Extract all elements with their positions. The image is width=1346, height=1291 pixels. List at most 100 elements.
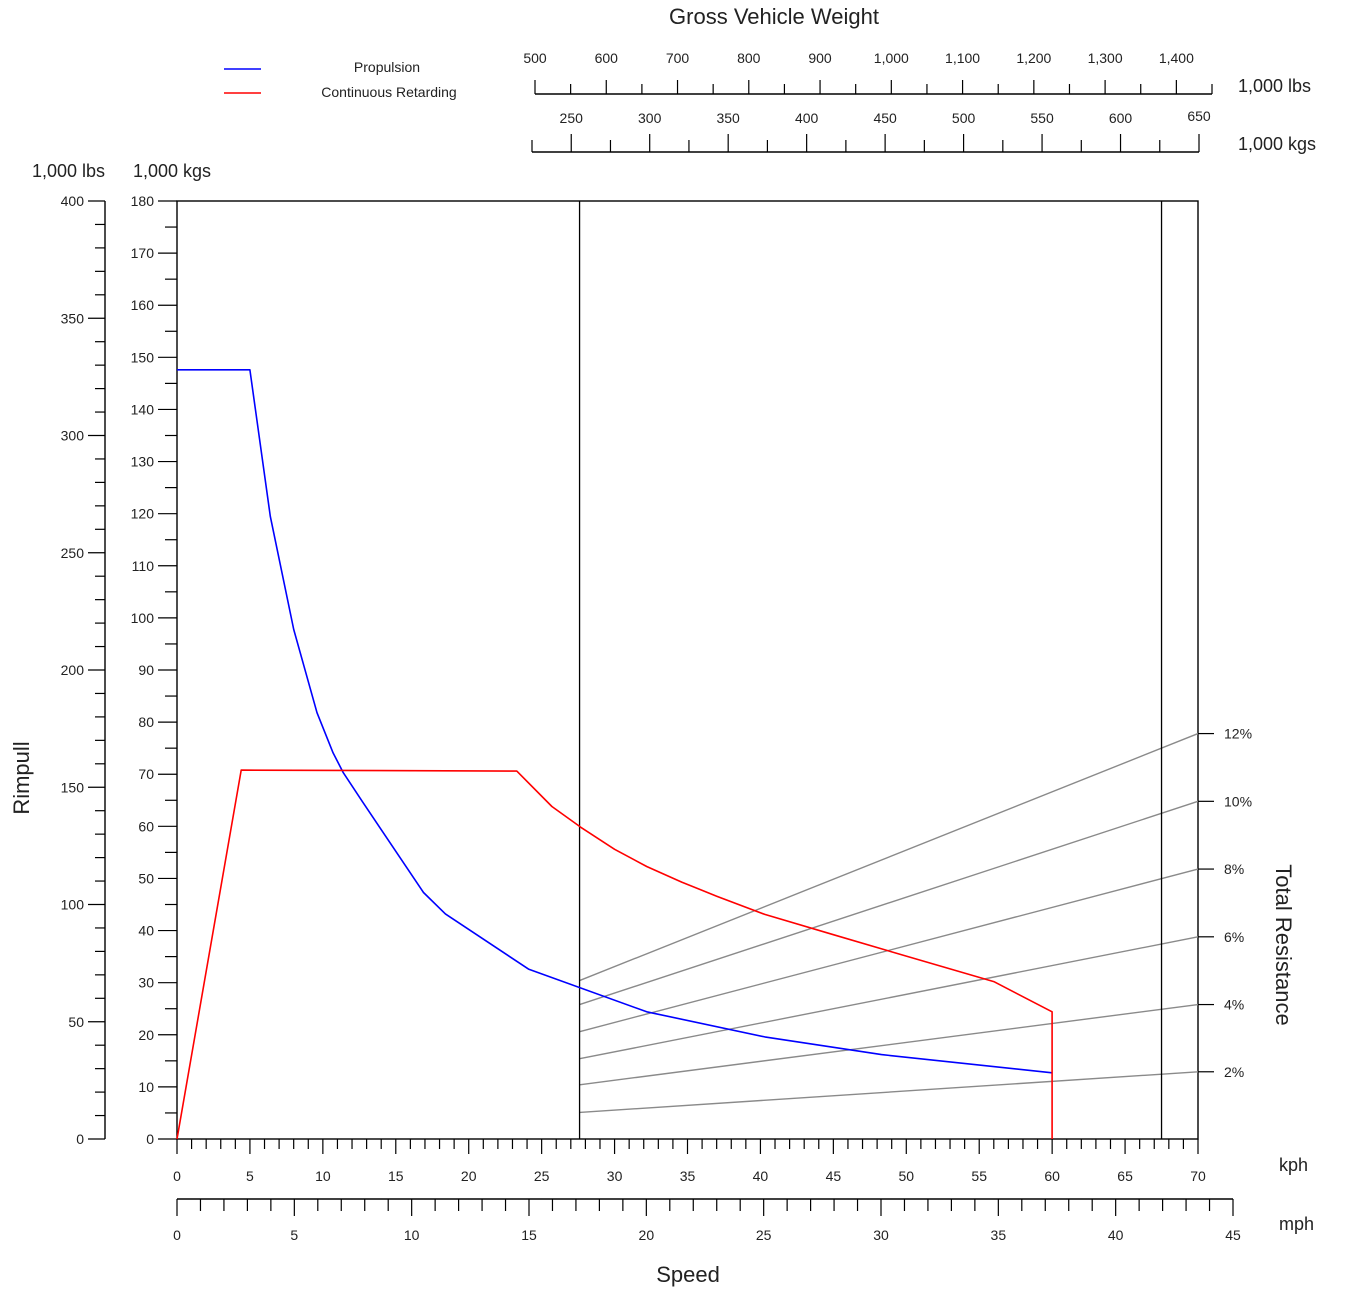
y-kgs-tick-label: 10: [138, 1079, 154, 1095]
x-kph-tick-label: 10: [315, 1168, 331, 1184]
y-lbs-tick-label: 350: [61, 310, 85, 326]
x-mph-tick-label: 40: [1108, 1227, 1124, 1243]
data-series: [176, 368, 1053, 1140]
y-kgs-tick-label: 140: [131, 401, 155, 417]
total-resistance-lines: 12% 10% 8% 6% 4% 2%: [579, 726, 1252, 1114]
plot-area-frame: [176, 200, 1199, 1140]
y-lbs-tick-label: 50: [68, 1014, 84, 1030]
gvw-lbs-tick-label: 1,100: [945, 50, 980, 66]
total-resistance-line: [579, 1071, 1199, 1114]
y-kgs-tick-label: 160: [131, 297, 155, 313]
y-lbs-tick-label: 0: [76, 1131, 84, 1147]
y-axis-lbs: 0 50 100 150 200 250 300 350 400: [61, 193, 106, 1147]
y-axis-lbs-unit: 1,000 lbs: [32, 161, 105, 181]
x-mph-tick-label: 25: [756, 1227, 772, 1243]
x-mph-tick-label: 45: [1225, 1227, 1241, 1243]
legend-propulsion-label: Propulsion: [354, 59, 420, 75]
y-axis-label: Rimpull: [9, 741, 34, 814]
gvw-lbs-tick-label: 900: [808, 50, 832, 66]
reference-vertical-lines: [578, 201, 1163, 1139]
x-mph-tick-label: 15: [521, 1227, 537, 1243]
series-line-continuous-retarding: [176, 769, 1053, 1140]
total-resistance-label: 4%: [1224, 997, 1244, 1013]
gvw-lbs-unit: 1,000 lbs: [1238, 76, 1311, 96]
x-mph-tick-label: 5: [290, 1227, 298, 1243]
x-mph-tick-label: 20: [639, 1227, 655, 1243]
x-mph-tick-label: 30: [873, 1227, 889, 1243]
y-lbs-tick-label: 200: [61, 662, 85, 678]
gvw-lbs-scale: 1,000 lbs 500 600 700 800 900 1,000 1,100 1,200…: [523, 50, 1311, 96]
total-resistance-label: 8%: [1224, 861, 1244, 877]
total-resistance-line: [579, 936, 1199, 1060]
x-kph-tick-label: 0: [173, 1168, 181, 1184]
gvw-kgs-tick-label: 450: [873, 110, 897, 126]
gvw-lbs-tick-label: 1,300: [1088, 50, 1123, 66]
gvw-kgs-tick-label: 400: [795, 110, 819, 126]
gvw-kgs-tick-label: 650: [1187, 108, 1211, 124]
x-mph-tick-label: 0: [173, 1227, 181, 1243]
x-kph-tick-label: 70: [1190, 1168, 1206, 1184]
gvw-lbs-tick-label: 600: [595, 50, 619, 66]
gvw-lbs-tick-label: 1,200: [1016, 50, 1051, 66]
gvw-kgs-tick-label: 550: [1030, 110, 1054, 126]
x-kph-tick-label: 35: [680, 1168, 696, 1184]
gvw-kgs-tick-label: 250: [560, 110, 584, 126]
y-kgs-tick-label: 0: [146, 1131, 154, 1147]
gvw-kgs-unit: 1,000 kgs: [1238, 134, 1316, 154]
gvw-lbs-tick-label: 1,400: [1159, 50, 1194, 66]
x-axis-kph: kph 0 5 10 15 20 25 30 35 40 45 50 55 60 65 70: [173, 1139, 1308, 1184]
x-kph-tick-label: 25: [534, 1168, 550, 1184]
y-axis-kgs-unit: 1,000 kgs: [133, 161, 211, 181]
legend: Propulsion Continuous Retarding: [224, 59, 457, 100]
x-axis-mph: mph 0 5 10 15 20 25 30 35 40 45: [173, 1198, 1314, 1243]
x-kph-tick-label: 15: [388, 1168, 404, 1184]
gvw-lbs-tick-label: 800: [737, 50, 761, 66]
y-lbs-tick-label: 250: [61, 545, 85, 561]
y-lbs-tick-label: 300: [61, 428, 85, 444]
x-kph-tick-label: 55: [971, 1168, 987, 1184]
x-mph-tick-label: 35: [991, 1227, 1007, 1243]
total-resistance-label: 10%: [1224, 793, 1252, 809]
gvw-kgs-scale: 1,000 kgs 250 300 350 400 450 500 550 600 650: [531, 108, 1316, 154]
y-kgs-tick-label: 90: [138, 662, 154, 678]
total-resistance-label: 2%: [1224, 1064, 1244, 1080]
gvw-lbs-tick-label: 700: [666, 50, 690, 66]
total-resistance-label: 12%: [1224, 726, 1252, 742]
y-kgs-tick-label: 180: [131, 193, 155, 209]
gvw-kgs-tick-label: 600: [1109, 110, 1133, 126]
y-lbs-tick-label: 100: [61, 897, 85, 913]
y-kgs-tick-label: 50: [138, 870, 154, 886]
x-kph-tick-label: 5: [246, 1168, 254, 1184]
y-kgs-tick-label: 30: [138, 975, 154, 991]
x-kph-tick-label: 65: [1117, 1168, 1133, 1184]
y-kgs-tick-label: 150: [131, 349, 155, 365]
gvw-kgs-tick-label: 500: [952, 110, 976, 126]
y-kgs-tick-label: 100: [131, 610, 155, 626]
x-axis-label: Speed: [656, 1262, 720, 1287]
y-lbs-tick-label: 150: [61, 779, 85, 795]
x-axis-mph-unit: mph: [1279, 1214, 1314, 1234]
chart-title: Gross Vehicle Weight: [669, 4, 879, 29]
y-kgs-tick-label: 170: [131, 245, 155, 261]
gvw-kgs-tick-label: 350: [716, 110, 740, 126]
gvw-kgs-tick-label: 300: [638, 110, 662, 126]
y-lbs-tick-label: 400: [61, 193, 85, 209]
total-resistance-line: [579, 1003, 1199, 1086]
y-kgs-tick-label: 130: [131, 454, 155, 470]
y-kgs-tick-label: 110: [132, 558, 155, 574]
y-axis-kgs: 0 10 20 30 40 50 60 70 80 90 100 110 120 130 140 150 160…: [131, 193, 177, 1147]
series-line-propulsion: [177, 368, 1053, 1074]
y-kgs-tick-label: 120: [131, 506, 155, 522]
total-resistance-line: [579, 732, 1199, 982]
x-mph-tick-label: 10: [404, 1227, 420, 1243]
total-resistance-line: [579, 800, 1199, 1006]
x-kph-tick-label: 30: [607, 1168, 623, 1184]
x-kph-tick-label: 40: [753, 1168, 769, 1184]
y-kgs-tick-label: 20: [138, 1027, 154, 1043]
x-kph-tick-label: 45: [826, 1168, 842, 1184]
legend-retarding-label: Continuous Retarding: [321, 84, 456, 100]
y-kgs-tick-label: 70: [138, 766, 154, 782]
y-kgs-tick-label: 60: [138, 818, 154, 834]
gvw-lbs-tick-label: 1,000: [874, 50, 909, 66]
